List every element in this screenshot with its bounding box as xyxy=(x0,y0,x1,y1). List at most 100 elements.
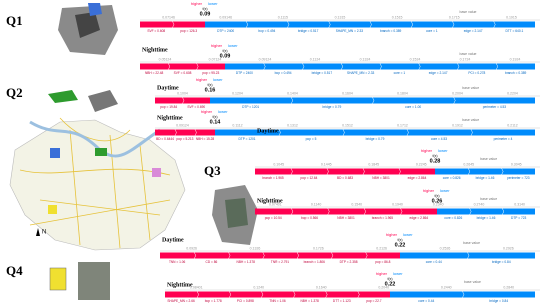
increase-feature: DTT = 1.123 xyxy=(333,299,351,303)
fx-label: f(x) xyxy=(207,83,212,87)
decrease-feature: bridge = 0.84 xyxy=(492,260,511,264)
fx-label: f(x) xyxy=(432,154,437,158)
increase-divider xyxy=(194,252,197,259)
tick-label: 0.1004 xyxy=(177,91,188,95)
decrease-feature: perimeter = 4.53 xyxy=(483,105,507,109)
tick-label: 0.2526 xyxy=(440,246,451,250)
increase-divider xyxy=(174,129,177,136)
decrease-feature: DTP = 2400 xyxy=(217,29,234,33)
tick-label: 0.07124 xyxy=(209,57,222,61)
decrease-divider xyxy=(452,21,455,28)
legend-higher: higher xyxy=(211,43,223,48)
fx-value: 0.26 xyxy=(432,198,443,204)
increase-divider xyxy=(363,208,366,215)
increase-feature: branch = 1.806 xyxy=(304,260,326,264)
increase-divider xyxy=(400,208,403,215)
legend-higher: higher xyxy=(376,271,388,276)
panel-label: Q1 xyxy=(6,13,23,28)
increase-bar xyxy=(155,97,210,104)
legend-lower: lower xyxy=(228,43,238,48)
tick-label: 0.09124 xyxy=(259,57,272,61)
decrease-feature: bridge = 1.46 xyxy=(477,216,496,220)
base-value-label: base value xyxy=(480,157,497,161)
tick-label: 0.1845 xyxy=(368,162,379,166)
decrease-feature: bridge = 0.84 xyxy=(489,299,508,303)
tick-label: 0.0926 xyxy=(186,246,197,250)
fx-label: f(x) xyxy=(212,115,217,119)
fx-value: 0.09 xyxy=(220,53,231,59)
base-value-label: base value xyxy=(462,118,479,122)
decrease-divider xyxy=(468,168,471,175)
increase-divider xyxy=(194,129,197,136)
decrease-bar xyxy=(435,168,535,175)
tick-label: 0.1912 xyxy=(452,123,463,127)
decrease-bar xyxy=(390,291,535,298)
decrease-feature: SHAPE_MN = 2.33 xyxy=(347,71,375,75)
decrease-divider xyxy=(469,208,472,215)
decrease-feature: bop = 0.494 xyxy=(275,71,292,75)
plot-title: Daytime xyxy=(162,237,184,243)
decrease-feature: pop = 5 xyxy=(306,137,317,141)
tick-label: 0.1604 xyxy=(342,91,353,95)
decrease-feature: DTP = 723 xyxy=(511,216,526,220)
decrease-feature: core = 1.00 xyxy=(405,105,421,109)
tick-label: 0.1726 xyxy=(313,246,324,250)
panel-label: Q2 xyxy=(6,85,23,100)
increase-feature: DTP = 2.358 xyxy=(340,260,358,264)
decrease-feature: edge = 2.147 xyxy=(464,29,483,33)
decrease-feature: PCI = 0.278 xyxy=(468,71,485,75)
tick-label: 0.1404 xyxy=(287,91,298,95)
increase-feature: TNR = 2.791 xyxy=(271,260,289,264)
north-arrow xyxy=(36,228,40,236)
tick-label: 0.2740 xyxy=(474,202,485,206)
tick-label: 0.2245 xyxy=(416,162,427,166)
decrease-feature: perimeter = 723 xyxy=(507,176,530,180)
decrease-bar xyxy=(205,21,535,28)
decrease-divider xyxy=(328,21,331,28)
increase-divider xyxy=(357,291,360,298)
increase-bar xyxy=(140,21,205,28)
tick-label: 0.3140 xyxy=(514,202,525,206)
increase-bar xyxy=(165,291,390,298)
fx-value: 0.22 xyxy=(395,242,406,248)
legend-lower: lower xyxy=(440,188,450,193)
tick-label: 0.1204 xyxy=(232,91,243,95)
tick-label: 0.1804 xyxy=(397,91,408,95)
legend-higher: higher xyxy=(201,109,213,114)
decrease-bar xyxy=(210,97,535,104)
tick-label: 0.1312 xyxy=(287,123,298,127)
decrease-divider xyxy=(287,21,290,28)
increase-feature: TNN = 1.06 xyxy=(169,260,186,264)
fx-value: 0.09 xyxy=(200,11,211,17)
increase-feature: edge = 2.864 xyxy=(409,216,428,220)
increase-divider xyxy=(172,21,175,28)
increase-divider xyxy=(196,291,199,298)
legend-higher: higher xyxy=(196,77,208,82)
increase-feature: NBH = 22.48 xyxy=(145,71,164,75)
legend-higher: higher xyxy=(386,232,398,237)
base-value-label: base value xyxy=(480,197,497,201)
increase-divider xyxy=(229,291,232,298)
base-value-label: base value xyxy=(464,280,481,284)
fx-value: 0.14 xyxy=(210,119,222,125)
tick-label: 0.09124 xyxy=(176,123,189,127)
increase-divider xyxy=(293,291,296,298)
increase-divider xyxy=(290,168,293,175)
q4-map xyxy=(78,262,110,300)
increase-feature: edge = 2.864 xyxy=(408,176,427,180)
decrease-divider xyxy=(342,129,345,136)
decrease-feature: DTP = 1201 xyxy=(242,105,259,109)
fx-value: 0.22 xyxy=(385,281,396,287)
decrease-bar xyxy=(215,129,535,136)
increase-feature: NBH = 1.378 xyxy=(300,299,319,303)
increase-feature: pop = 86.8 xyxy=(375,260,390,264)
increase-feature: branch = 1.965 xyxy=(262,176,284,180)
tick-label: 0.3045 xyxy=(511,162,522,166)
panel-label: Q3 xyxy=(204,163,221,178)
legend-lower: lower xyxy=(403,232,413,237)
increase-feature: branch = 1.965 xyxy=(372,216,394,220)
tick-label: 0.1445 xyxy=(321,162,332,166)
tick-label: 0.1045 xyxy=(273,162,284,166)
increase-feature: bop = 1.778 xyxy=(205,299,222,303)
increase-divider xyxy=(326,168,329,175)
